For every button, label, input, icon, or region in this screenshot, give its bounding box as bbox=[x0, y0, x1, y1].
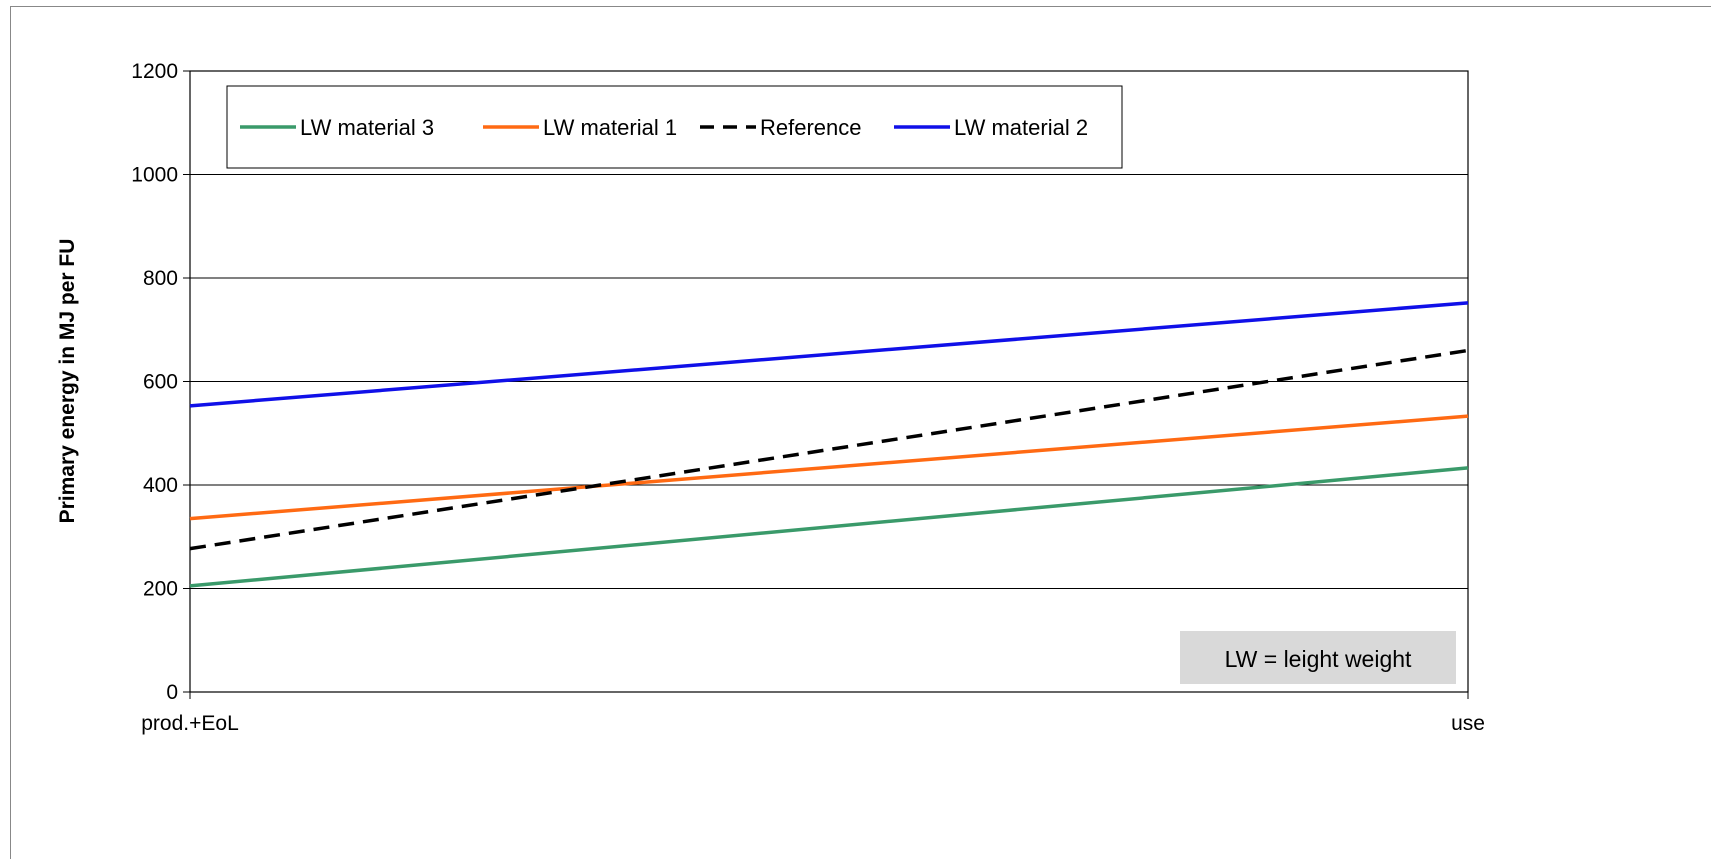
y-tick-label: 800 bbox=[143, 267, 178, 290]
annotation-text: LW = leight weight bbox=[1225, 646, 1412, 672]
y-tick-label: 400 bbox=[143, 474, 178, 497]
series-line-reference bbox=[189, 348, 1469, 551]
y-axis-label: Primary energy in MJ per FU bbox=[56, 239, 79, 524]
annotation-box: LW = leight weight bbox=[1180, 631, 1456, 684]
x-tick-label: use bbox=[1451, 712, 1485, 735]
x-tick-label: prod.+EoL bbox=[141, 712, 239, 735]
legend-label: LW material 2 bbox=[954, 115, 1088, 140]
series-line-lw-material-3 bbox=[189, 466, 1469, 588]
series-lines bbox=[189, 301, 1469, 588]
legend: LW material 3 LW material 1 Reference LW ma… bbox=[226, 85, 1123, 169]
annotation-background bbox=[1180, 631, 1456, 684]
legend-box bbox=[226, 85, 1123, 169]
y-tick-label: 1000 bbox=[131, 164, 178, 187]
y-tick-label: 0 bbox=[166, 681, 178, 704]
y-tick-label: 600 bbox=[143, 371, 178, 394]
y-tick-label: 200 bbox=[143, 578, 178, 601]
series-line-lw-material-2 bbox=[189, 301, 1469, 408]
legend-label: LW material 3 bbox=[300, 115, 434, 140]
chart-frame bbox=[10, 6, 1711, 859]
y-axis: 0 200 400 600 800 1000 1200 bbox=[131, 60, 190, 704]
x-axis: prod.+EoL use bbox=[141, 692, 1485, 735]
y-tick-label: 1200 bbox=[131, 60, 178, 83]
gridlines bbox=[190, 174, 1468, 589]
series-line-lw-material-1 bbox=[189, 414, 1469, 521]
legend-label: LW material 1 bbox=[543, 115, 677, 140]
legend-label: Reference bbox=[760, 115, 862, 140]
